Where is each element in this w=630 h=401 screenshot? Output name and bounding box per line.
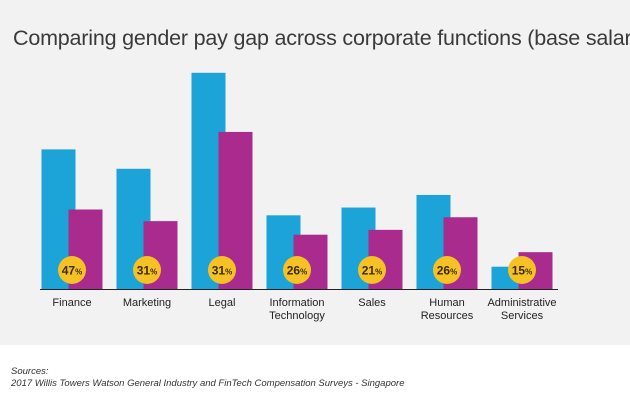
gap-badge-label: 31% bbox=[212, 264, 232, 278]
category-label: Marketing bbox=[123, 297, 171, 309]
gap-badge bbox=[133, 256, 161, 284]
gap-badge bbox=[358, 256, 386, 284]
chart-title: Comparing gender pay gap across corporat… bbox=[13, 26, 630, 50]
gap-badge bbox=[283, 256, 311, 284]
gap-badge bbox=[508, 256, 536, 284]
sources-label: Sources: bbox=[11, 366, 49, 377]
category-label: Information Technology bbox=[269, 297, 325, 322]
sources-text: 2017 Willis Towers Watson General Indust… bbox=[11, 378, 405, 389]
category-label: Sales bbox=[358, 297, 386, 309]
gap-badge-label: 26% bbox=[287, 264, 307, 278]
gap-badge-label: 31% bbox=[137, 264, 157, 278]
gap-badge-label: 21% bbox=[362, 264, 382, 278]
category-label: Legal bbox=[209, 297, 236, 309]
category-label: Finance bbox=[52, 297, 91, 309]
gap-badge-label: 15% bbox=[512, 264, 532, 278]
bar-chart: 47% 31% 31% 26% 21% 26% 15% Finance Marketing Leg… bbox=[40, 72, 558, 322]
gap-badge bbox=[58, 256, 86, 284]
gap-badge-label: 26% bbox=[437, 264, 457, 278]
category-label: Administrative Services bbox=[487, 297, 556, 322]
category-label: Human Resources bbox=[421, 297, 474, 322]
gap-badge bbox=[433, 256, 461, 284]
gap-badge bbox=[208, 256, 236, 284]
sources-note: Sources: 2017 Willis Towers Watson Gener… bbox=[11, 366, 405, 390]
gap-badge-label: 47% bbox=[62, 264, 82, 278]
